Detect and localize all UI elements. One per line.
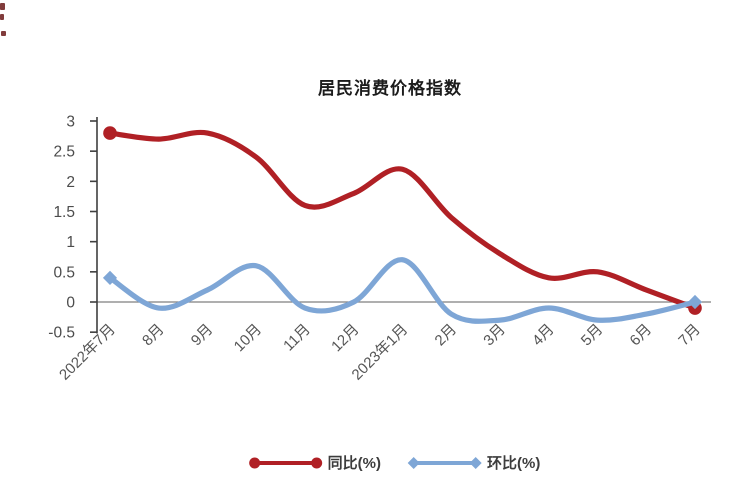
x-axis-label: 4月 xyxy=(529,321,558,350)
mom-series-line xyxy=(107,257,698,324)
mom-series-line-icon xyxy=(408,456,482,469)
y-axis-label: 2.5 xyxy=(53,144,75,161)
mom-data-marker xyxy=(102,270,118,285)
x-axis-label: 11月 xyxy=(280,321,314,355)
x-axis-label: 2月 xyxy=(432,321,461,350)
yoy-data-marker xyxy=(103,126,117,140)
edge-mark xyxy=(1,31,6,36)
x-axis-label: 9月 xyxy=(188,321,217,350)
x-axis-label: 5月 xyxy=(578,321,607,350)
y-axis-label: 2 xyxy=(66,174,75,191)
x-axis-label: 3月 xyxy=(480,321,509,350)
legend-item-mom: 环比(%) xyxy=(407,452,540,473)
yoy-series-line-icon xyxy=(249,457,323,468)
legend-label-yoy: 同比(%) xyxy=(327,455,381,472)
legend-label-mom: 环比(%) xyxy=(487,455,541,472)
mom-data-marker xyxy=(687,294,703,310)
y-axis-label: 0 xyxy=(66,295,75,312)
y-axis-label: -0.5 xyxy=(48,325,75,342)
x-axis-label: 6月 xyxy=(627,321,656,350)
y-axis-label: 1.5 xyxy=(53,204,75,221)
x-axis-label: 8月 xyxy=(139,321,168,350)
y-axis-label: 1 xyxy=(66,234,75,251)
edge-mark xyxy=(0,14,4,20)
legend-item-yoy: 同比(%) xyxy=(248,452,381,473)
x-axis-label: 7月 xyxy=(675,321,704,350)
x-axis-label: 12月 xyxy=(328,321,362,355)
y-axis-label: 3 xyxy=(66,114,75,131)
x-axis-label: 10月 xyxy=(231,321,265,355)
edge-mark xyxy=(0,3,5,10)
chart-title: 居民消费价格指数 xyxy=(318,79,462,98)
chart-legend: 同比(%) 环比(%) xyxy=(248,452,540,473)
y-axis-label: 0.5 xyxy=(53,264,75,281)
yoy-series-line xyxy=(107,129,698,311)
